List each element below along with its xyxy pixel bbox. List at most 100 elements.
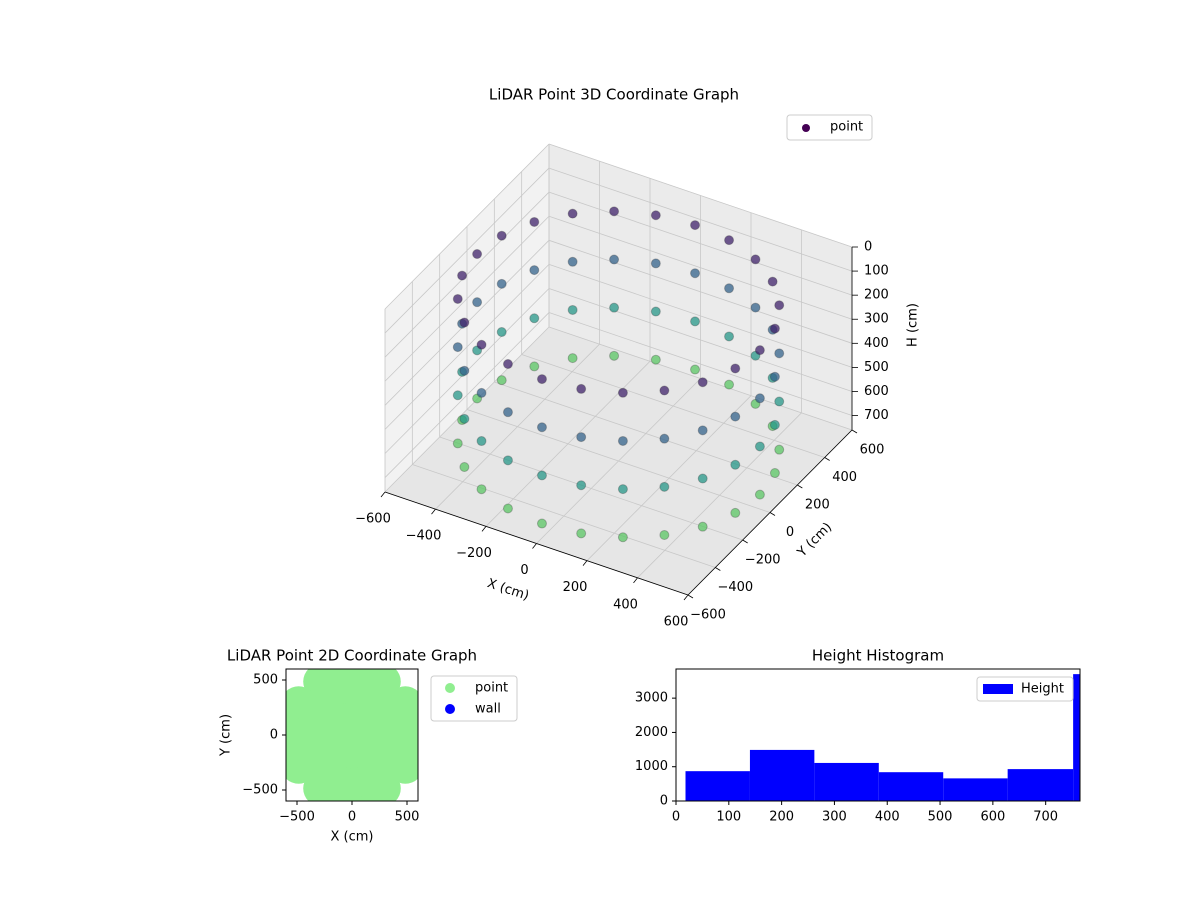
y-axis-label: Y (cm): [794, 520, 835, 561]
legend-box: [976, 676, 1074, 702]
point: [476, 436, 487, 447]
z-tick-label: 0: [864, 240, 872, 255]
point: [650, 210, 661, 221]
point: [452, 438, 463, 449]
point: [690, 364, 701, 375]
point: [690, 316, 701, 327]
point: [730, 459, 741, 470]
x-axis-label: X (cm): [331, 830, 374, 845]
point: [730, 411, 741, 422]
point: [724, 283, 735, 294]
point: [576, 528, 587, 539]
grid-line: [548, 239, 853, 344]
tick-mark: [715, 567, 721, 571]
legend-marker: [445, 683, 455, 693]
point: [754, 441, 765, 452]
point: [617, 387, 628, 398]
point: [452, 293, 463, 304]
point: [617, 484, 628, 495]
point: [567, 256, 578, 267]
point: [459, 365, 470, 376]
y-tick-label: −400: [717, 580, 753, 595]
bar: [1007, 769, 1074, 801]
bar: [685, 771, 750, 801]
tick-mark: [851, 429, 858, 434]
point: [724, 379, 735, 390]
point: [754, 345, 765, 356]
grid-line: [548, 143, 853, 248]
point: [502, 455, 513, 466]
point: [697, 425, 708, 436]
y-tick-label: 400: [832, 470, 857, 485]
point: [767, 276, 778, 287]
legend-box: [430, 675, 518, 722]
point: [452, 342, 463, 353]
y-tick-label: 0: [786, 525, 794, 540]
z-tick-label: 300: [864, 312, 889, 327]
point: [754, 489, 765, 500]
point: [769, 323, 780, 334]
grid-line: [548, 312, 853, 416]
x-tick-label: 400: [613, 597, 638, 612]
grid-line: [439, 436, 743, 541]
z-tick-label: 600: [864, 384, 889, 399]
x-tick-label: 0: [520, 563, 528, 578]
grid-line: [384, 191, 550, 358]
x-tick-label: 200: [769, 810, 794, 825]
point: [659, 433, 670, 444]
chart-title: Height Histogram: [812, 647, 944, 665]
point: [730, 507, 741, 518]
grid-line: [412, 464, 716, 568]
chart-title: LiDAR Point 2D Coordinate Graph: [227, 647, 477, 665]
point: [769, 419, 780, 430]
tick-mark: [380, 491, 386, 498]
z-tick-label: 500: [864, 360, 889, 375]
y-axis-line: [687, 429, 853, 596]
axes-frame: [675, 668, 1081, 802]
point: [459, 413, 470, 424]
point: [690, 268, 701, 279]
z-tick-label: 200: [864, 288, 889, 303]
x-tick-label: 200: [563, 580, 588, 595]
tick-mark: [582, 560, 588, 566]
point: [774, 348, 785, 359]
point: [529, 361, 540, 372]
point: [730, 363, 741, 374]
tick-mark: [769, 512, 776, 516]
y-tick-label: −600: [690, 608, 726, 623]
legend-box: [786, 114, 873, 141]
bar: [943, 778, 1008, 801]
y-tick-label: 0: [660, 794, 668, 809]
point: [650, 354, 661, 365]
x-tick-label: 100: [716, 810, 741, 825]
point: [617, 532, 628, 543]
point: [476, 484, 487, 495]
y-axis-label: Y (cm): [219, 714, 234, 757]
x-tick-label: 400: [875, 810, 900, 825]
plot-area: [286, 669, 418, 801]
point: [502, 503, 513, 514]
tick-mark: [687, 594, 694, 599]
point: [659, 385, 670, 396]
bar: [878, 772, 944, 801]
point: [472, 297, 483, 308]
legend-marker: [983, 684, 1013, 694]
tick-mark: [532, 543, 537, 549]
x-tick-label: 600: [980, 810, 1005, 825]
point: [697, 377, 708, 388]
legend-label: Height: [1021, 682, 1064, 697]
point: [496, 278, 507, 289]
point: [536, 422, 547, 433]
z-axis-label: H (cm): [906, 303, 921, 347]
point: [459, 317, 470, 328]
grid-line: [466, 409, 771, 513]
x-tick-label: 700: [1033, 810, 1058, 825]
point: [609, 206, 620, 217]
legend-label: wall: [475, 702, 501, 717]
point: [609, 302, 620, 313]
point: [496, 230, 507, 241]
grid-line: [384, 215, 550, 382]
point: [502, 359, 513, 370]
grid-line: [521, 354, 825, 458]
